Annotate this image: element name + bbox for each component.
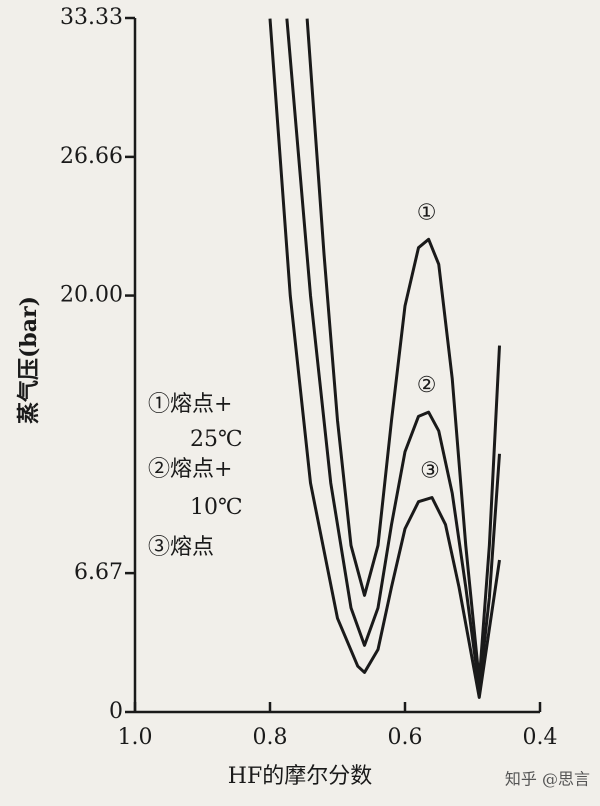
x-tick-label: 0.4 — [523, 725, 558, 750]
x-axis-label: HF的摩尔分数 — [228, 764, 372, 789]
y-axis-label: 蒸气压(bar) — [16, 296, 42, 424]
y-tick-label: 20.00 — [60, 283, 123, 308]
y-tick-label: 0 — [109, 699, 123, 724]
series-label: ③ — [420, 459, 440, 484]
legend-text: ①熔点+ — [148, 392, 232, 417]
legend-text: ③熔点 — [148, 535, 214, 560]
y-tick-label: 33.33 — [60, 5, 123, 30]
legend-text: ②熔点+ — [148, 457, 232, 482]
x-tick-label: 0.6 — [388, 725, 423, 750]
x-tick-label: 0.8 — [253, 725, 288, 750]
y-tick-label: 26.66 — [60, 144, 123, 169]
legend-text: 10℃ — [190, 495, 243, 520]
series-line — [305, 18, 501, 683]
series-label: ② — [417, 373, 437, 398]
series-label: ① — [417, 200, 437, 225]
watermark: 知乎 @思言 — [505, 770, 590, 789]
x-tick-label: 1.0 — [118, 725, 153, 750]
y-tick-label: 6.67 — [74, 560, 123, 585]
series-line — [285, 18, 501, 691]
plot — [268, 18, 501, 699]
series-line — [268, 18, 501, 699]
legend-text: 25℃ — [190, 427, 243, 452]
